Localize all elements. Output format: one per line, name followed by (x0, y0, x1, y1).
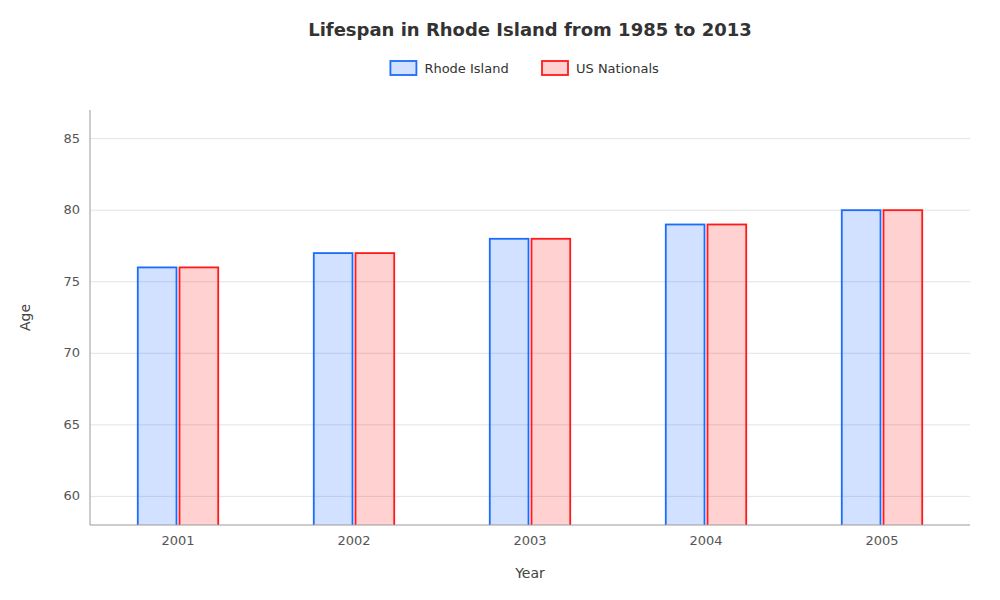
grid-line (90, 496, 970, 497)
bar (490, 239, 529, 525)
title: Lifespan in Rhode Island from 1985 to 20… (308, 19, 752, 40)
bar (884, 210, 923, 525)
legend-label: US Nationals (576, 61, 659, 76)
bar (314, 253, 353, 525)
chart-svg: 60 65 70 75 80 85 2001 2002 2003 2004 2005 Year Age L… (0, 0, 1000, 600)
y-tick-label: 65 (63, 417, 80, 432)
bar (180, 267, 219, 525)
x-axis-label: Year (514, 565, 545, 581)
grid-line (90, 210, 970, 211)
x-tick-label: 2002 (337, 533, 370, 548)
y-tick-label: 80 (63, 202, 80, 217)
y-tick-label: 60 (63, 488, 80, 503)
chart-container: 60 65 70 75 80 85 2001 2002 2003 2004 2005 Year Age L… (0, 0, 1000, 600)
y-axis-line (90, 110, 91, 525)
y-tick-label: 70 (63, 345, 80, 360)
y-axis-label: Age (17, 304, 33, 331)
x-tick-label: 2004 (689, 533, 722, 548)
bar (708, 224, 747, 525)
bar (666, 224, 705, 525)
x-tick-label: 2001 (161, 533, 194, 548)
x-tick-label: 2005 (865, 533, 898, 548)
x-tick-label: 2003 (513, 533, 546, 548)
grid-line (90, 353, 970, 354)
legend-swatch (390, 61, 416, 75)
grid-line (90, 424, 970, 425)
y-tick-label: 75 (63, 274, 80, 289)
bars (138, 210, 922, 525)
grid-line (90, 281, 970, 282)
bar (842, 210, 881, 525)
legend-label: Rhode Island (424, 61, 508, 76)
y-tick-label: 85 (63, 131, 80, 146)
grid (90, 139, 970, 497)
bar (532, 239, 571, 525)
legend: Rhode Island US Nationals (390, 61, 659, 76)
bar (138, 267, 177, 525)
bar (356, 253, 395, 525)
legend-swatch (542, 61, 568, 75)
grid-line (90, 138, 970, 139)
x-axis-line (90, 525, 970, 526)
